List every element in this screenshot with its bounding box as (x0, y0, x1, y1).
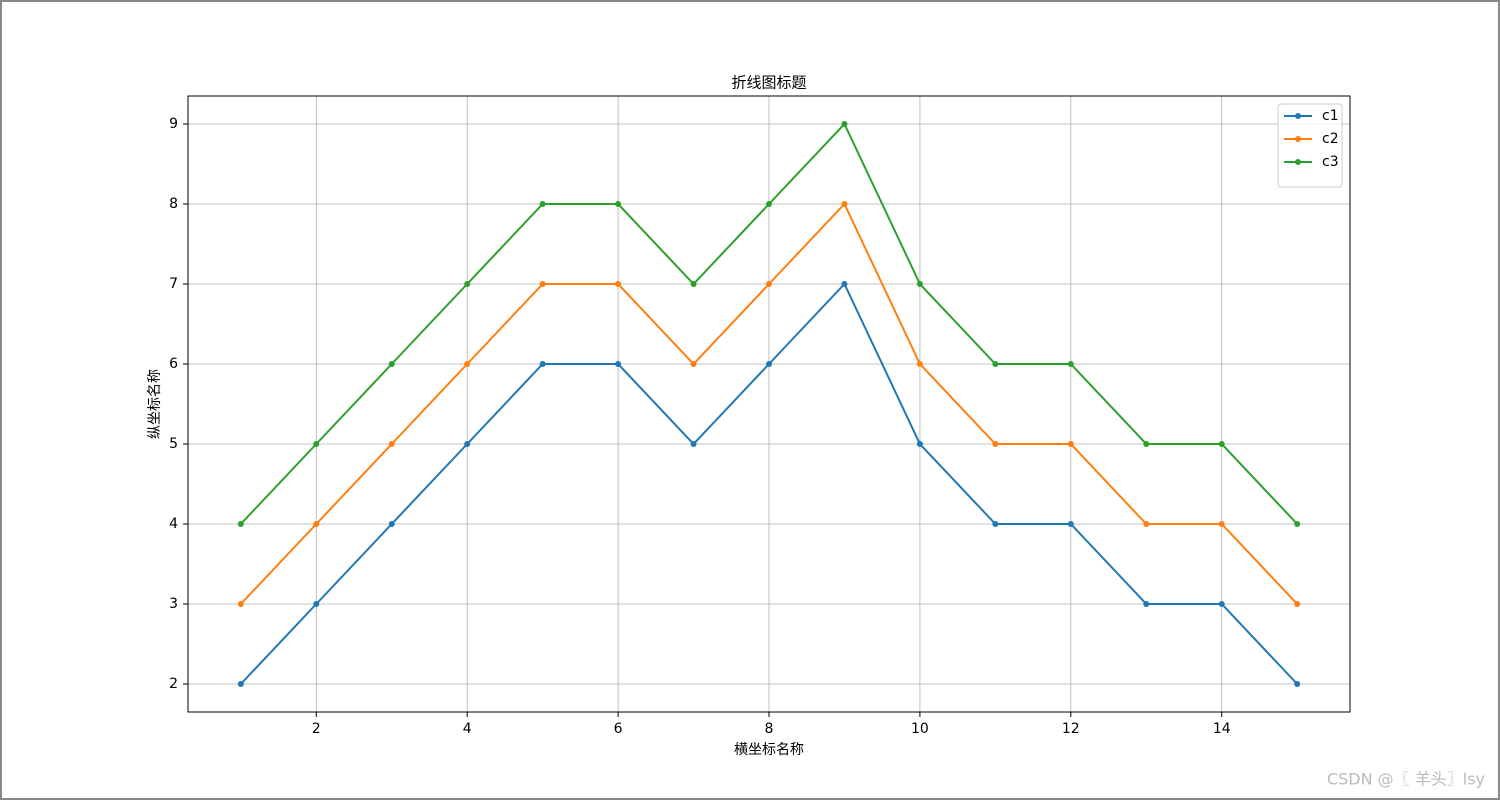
point (615, 361, 622, 367)
point (1143, 441, 1150, 447)
point (1143, 521, 1150, 527)
point (1218, 521, 1225, 527)
y-tick-label: 5 (169, 436, 178, 452)
point (615, 201, 622, 207)
point (388, 521, 395, 527)
point (916, 361, 923, 367)
point (766, 281, 772, 287)
point (237, 681, 244, 687)
x-axis-label: 横坐标名称 (734, 742, 804, 758)
y-tick-label: 2 (169, 676, 178, 692)
point (916, 441, 923, 447)
watermark: CSDN @〖 羊头〗lsy (1327, 770, 1485, 789)
y-tick-label: 8 (169, 196, 178, 212)
point (1294, 521, 1301, 527)
point (841, 281, 848, 287)
point (841, 201, 848, 207)
legend-label: c1 (1322, 108, 1339, 124)
point (313, 601, 320, 607)
y-tick-label: 7 (169, 276, 178, 292)
y-tick-label: 3 (169, 596, 178, 612)
legend-label: c2 (1322, 131, 1339, 147)
point (539, 361, 546, 367)
point (464, 441, 471, 447)
point (690, 361, 697, 367)
point (992, 521, 999, 527)
y-axis-label: 纵坐标名称 (147, 369, 163, 439)
point (841, 121, 848, 127)
legend-marker (1295, 136, 1301, 142)
point (388, 441, 395, 447)
point (539, 201, 546, 207)
chart-title: 折线图标题 (731, 74, 806, 92)
point (1218, 601, 1225, 607)
point (464, 281, 471, 287)
point (1143, 601, 1150, 607)
point (1218, 441, 1225, 447)
y-tick-label: 4 (169, 516, 178, 532)
point (690, 281, 697, 287)
point (1294, 681, 1301, 687)
point (237, 521, 244, 527)
x-tick-label: 12 (1062, 721, 1080, 737)
legend-marker (1295, 159, 1301, 165)
legend-label: c3 (1322, 154, 1339, 170)
point (1067, 521, 1074, 527)
y-tick-label: 9 (169, 116, 178, 132)
x-tick-label: 2 (312, 721, 321, 737)
point (237, 601, 244, 607)
point (615, 281, 622, 287)
point (1067, 441, 1074, 447)
point (766, 361, 772, 367)
point (464, 361, 471, 367)
point (388, 361, 395, 367)
point (992, 361, 999, 367)
legend-box (1277, 103, 1343, 188)
legend-marker (1295, 113, 1301, 119)
point (690, 441, 697, 447)
plot-area (187, 95, 1351, 713)
point (539, 281, 546, 287)
point (766, 201, 772, 207)
x-tick-label: 14 (1213, 721, 1231, 737)
point (992, 441, 999, 447)
x-tick-label: 10 (911, 721, 929, 737)
x-tick-label: 8 (765, 721, 774, 737)
x-tick-label: 4 (463, 721, 472, 737)
point (1294, 601, 1301, 607)
point (916, 281, 923, 287)
point (313, 441, 320, 447)
y-tick-label: 6 (169, 356, 178, 372)
x-tick-label: 6 (614, 721, 623, 737)
point (313, 521, 320, 527)
point (1067, 361, 1074, 367)
